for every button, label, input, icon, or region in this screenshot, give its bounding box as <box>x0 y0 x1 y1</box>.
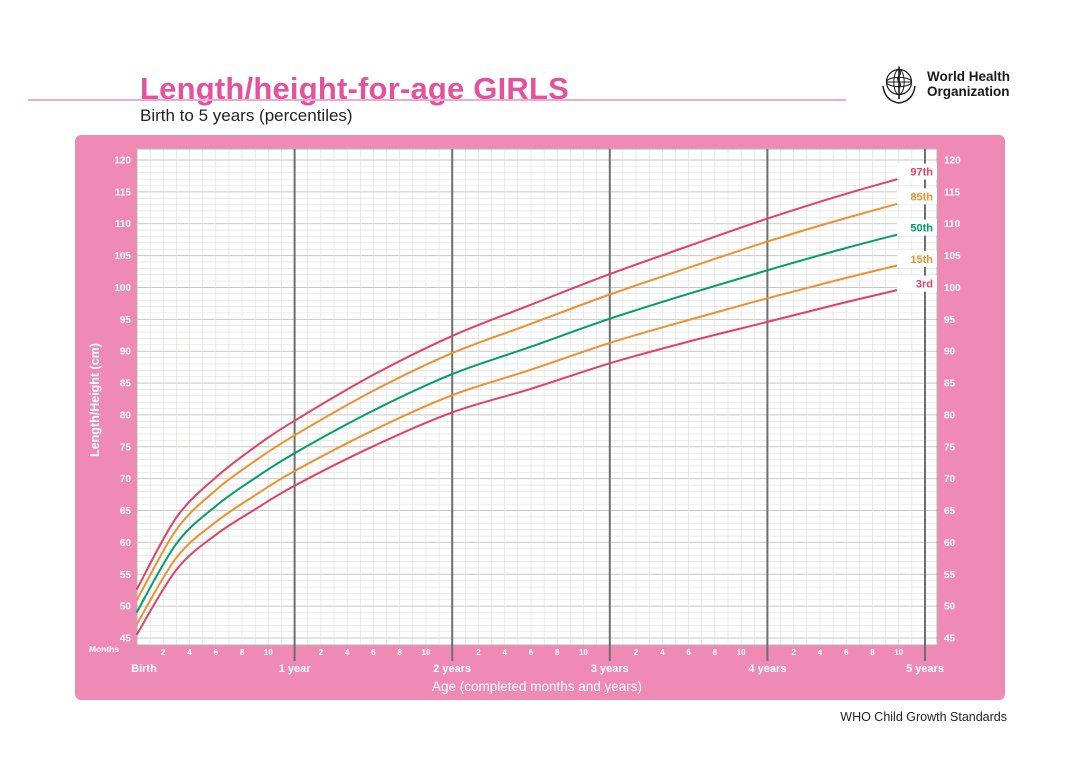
y-tick-left: 115 <box>115 187 132 198</box>
growth-chart: 97th 85th 50th 15th 3rd 45 45 50 50 55 55 60 60 65 65 7… <box>75 135 1005 700</box>
x-month-tick: 6 <box>214 648 219 657</box>
y-tick-right: 90 <box>944 347 956 358</box>
percentile-curve-15th <box>136 257 926 625</box>
percentile-label-50th: 50th <box>910 223 933 235</box>
percentile-label-bg <box>897 219 937 236</box>
x-month-tick: 4 <box>503 648 508 657</box>
y-tick-right: 65 <box>944 506 956 517</box>
x-month-tick: 4 <box>660 648 665 657</box>
y-tick-left: 75 <box>120 442 132 453</box>
percentile-curve-85th <box>136 195 926 601</box>
x-month-tick: 10 <box>264 648 273 657</box>
y-tick-left: 100 <box>114 283 131 294</box>
y-tick-left: 65 <box>120 506 132 517</box>
x-month-tick: 2 <box>476 648 481 657</box>
x-month-tick: 6 <box>371 648 376 657</box>
y-tick-left: 70 <box>120 474 132 485</box>
x-month-tick: 8 <box>870 648 875 657</box>
percentile-label-bg <box>897 275 937 292</box>
who-logo-text: World Health Organization <box>926 69 1010 100</box>
y-tick-left: 50 <box>120 602 132 613</box>
x-axis-title: Age (completed months and years) <box>432 679 642 694</box>
x-month-tick: 10 <box>737 648 746 657</box>
x-unit-label: Months <box>89 644 119 654</box>
percentile-curve-3rd <box>136 282 926 636</box>
y-tick-right: 70 <box>944 474 956 485</box>
y-tick-left: 85 <box>120 379 132 390</box>
x-year-label: 4 years <box>748 663 786 675</box>
who-logo: World Health Organization <box>878 64 1010 106</box>
y-tick-left: 110 <box>115 219 132 230</box>
percentile-label-3rd: 3rd <box>916 279 933 291</box>
y-tick-left: 55 <box>120 570 132 581</box>
x-month-tick: 2 <box>634 648 639 657</box>
x-year-label: 1 year <box>279 663 312 675</box>
y-tick-left: 105 <box>114 251 131 262</box>
y-axis-title: Length/Height (cm) <box>88 343 102 457</box>
y-tick-right: 80 <box>944 410 956 421</box>
percentile-label-bg <box>897 250 937 267</box>
footer-text: WHO Child Growth Standards <box>840 710 1007 724</box>
y-tick-left: 45 <box>120 634 132 645</box>
x-month-tick: 4 <box>187 648 192 657</box>
x-month-tick: 2 <box>791 648 796 657</box>
who-emblem-icon <box>882 66 916 104</box>
y-tick-right: 95 <box>944 315 956 326</box>
y-tick-right: 105 <box>944 251 961 262</box>
y-tick-right: 50 <box>944 602 956 613</box>
percentile-label-97th: 97th <box>910 166 933 178</box>
y-tick-right: 100 <box>944 283 961 294</box>
y-tick-right: 55 <box>944 570 956 581</box>
x-year-label: 2 years <box>433 663 471 675</box>
title-underline <box>28 99 846 101</box>
x-month-tick: 2 <box>161 648 166 657</box>
x-month-tick: 8 <box>713 648 718 657</box>
percentile-curve-97th <box>136 170 926 590</box>
plot-border <box>136 148 938 646</box>
x-month-tick: 2 <box>319 648 324 657</box>
y-tick-right: 115 <box>944 187 961 198</box>
y-tick-right: 110 <box>944 219 961 230</box>
who-logo-text-line2: Organization <box>926 84 1010 99</box>
percentile-label-bg <box>897 188 937 205</box>
x-month-tick: 8 <box>555 648 560 657</box>
x-month-tick: 10 <box>894 648 903 657</box>
y-tick-left: 120 <box>114 156 131 167</box>
y-tick-right: 120 <box>944 156 961 167</box>
x-month-tick: 10 <box>579 648 588 657</box>
page-subtitle: Birth to 5 years (percentiles) <box>140 106 353 125</box>
percentile-label-15th: 15th <box>910 254 933 266</box>
percentile-label-85th: 85th <box>910 191 933 203</box>
x-month-tick: 4 <box>818 648 823 657</box>
plot-area <box>137 149 937 645</box>
x-month-tick: 8 <box>397 648 402 657</box>
y-tick-right: 60 <box>944 538 956 549</box>
y-tick-right: 75 <box>944 442 956 453</box>
x-year-label: 5 years <box>906 663 944 675</box>
y-tick-left: 60 <box>120 538 132 549</box>
x-month-tick: 4 <box>345 648 350 657</box>
percentile-label-bg <box>897 163 937 180</box>
y-tick-left: 90 <box>120 347 132 358</box>
y-tick-right: 85 <box>944 379 956 390</box>
y-tick-left: 95 <box>120 315 132 326</box>
percentile-curve-50th <box>136 226 926 613</box>
x-year-label: 3 years <box>591 663 629 675</box>
x-month-tick: 6 <box>529 648 534 657</box>
x-month-tick: 6 <box>686 648 691 657</box>
x-month-tick: 10 <box>421 648 430 657</box>
page-title: Length/height-for-age GIRLS <box>140 70 570 106</box>
who-logo-text-line1: World Health <box>926 69 1010 85</box>
y-tick-left: 80 <box>120 410 132 421</box>
growth-chart-svg: 97th 85th 50th 15th 3rd 45 45 50 50 55 55 60 60 65 65 7… <box>75 135 1005 700</box>
y-tick-right: 45 <box>944 634 956 645</box>
x-month-tick: 6 <box>844 648 849 657</box>
x-month-tick: 8 <box>240 648 245 657</box>
x-year-label: Birth <box>131 663 157 675</box>
